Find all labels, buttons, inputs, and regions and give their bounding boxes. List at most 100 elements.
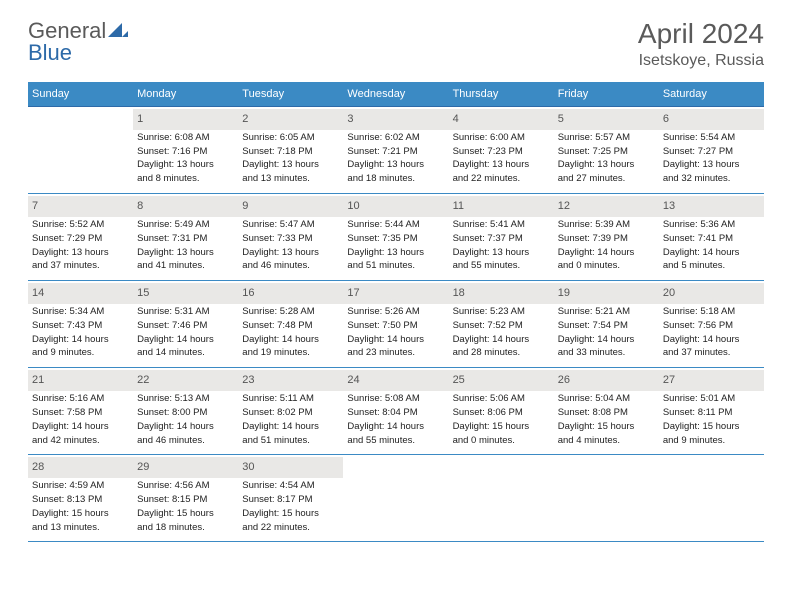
week-row: .....1Sunrise: 6:08 AMSunset: 7:16 PMDay… bbox=[28, 107, 764, 194]
day-detail-line: and 37 minutes. bbox=[663, 347, 760, 360]
day-detail-line: Sunrise: 6:08 AM bbox=[137, 132, 234, 145]
day-detail-line: and 8 minutes. bbox=[137, 173, 234, 186]
day-detail-line: Sunset: 7:37 PM bbox=[453, 233, 550, 246]
day-details: Sunrise: 4:59 AMSunset: 8:13 PMDaylight:… bbox=[32, 480, 129, 534]
day-number: 14 bbox=[28, 283, 133, 304]
day-cell: 9Sunrise: 5:47 AMSunset: 7:33 PMDaylight… bbox=[238, 194, 343, 281]
day-detail-line: Sunset: 8:06 PM bbox=[453, 407, 550, 420]
day-detail-line: Sunset: 7:43 PM bbox=[32, 320, 129, 333]
dow-3: Wednesday bbox=[343, 82, 448, 107]
day-detail-line: Daylight: 14 hours bbox=[32, 334, 129, 347]
calendar-table: Sunday Monday Tuesday Wednesday Thursday… bbox=[28, 82, 764, 542]
day-detail-line: Daylight: 15 hours bbox=[32, 508, 129, 521]
day-cell: 5Sunrise: 5:57 AMSunset: 7:25 PMDaylight… bbox=[554, 107, 659, 194]
day-detail-line: Sunset: 7:29 PM bbox=[32, 233, 129, 246]
day-cell: 22Sunrise: 5:13 AMSunset: 8:00 PMDayligh… bbox=[133, 368, 238, 455]
day-detail-line: Sunset: 7:46 PM bbox=[137, 320, 234, 333]
day-detail-line: Daylight: 13 hours bbox=[32, 247, 129, 260]
day-detail-line: Sunrise: 5:16 AM bbox=[32, 393, 129, 406]
day-number: 10 bbox=[343, 196, 448, 217]
day-detail-line: Sunset: 8:13 PM bbox=[32, 494, 129, 507]
day-detail-line: Sunset: 7:50 PM bbox=[347, 320, 444, 333]
day-detail-line: Sunrise: 5:13 AM bbox=[137, 393, 234, 406]
day-detail-line: Sunrise: 5:01 AM bbox=[663, 393, 760, 406]
day-cell: 21Sunrise: 5:16 AMSunset: 7:58 PMDayligh… bbox=[28, 368, 133, 455]
day-detail-line: Daylight: 14 hours bbox=[137, 421, 234, 434]
day-detail-line: Sunrise: 5:08 AM bbox=[347, 393, 444, 406]
day-number: 2 bbox=[238, 109, 343, 130]
dow-1: Monday bbox=[133, 82, 238, 107]
day-cell: 17Sunrise: 5:26 AMSunset: 7:50 PMDayligh… bbox=[343, 281, 448, 368]
dow-4: Thursday bbox=[449, 82, 554, 107]
day-detail-line: and 51 minutes. bbox=[242, 435, 339, 448]
day-detail-line: and 51 minutes. bbox=[347, 260, 444, 273]
day-cell: 4Sunrise: 6:00 AMSunset: 7:23 PMDaylight… bbox=[449, 107, 554, 194]
day-detail-line: and 5 minutes. bbox=[663, 260, 760, 273]
day-details: Sunrise: 5:54 AMSunset: 7:27 PMDaylight:… bbox=[663, 132, 760, 186]
day-number: 24 bbox=[343, 370, 448, 391]
day-detail-line: Sunrise: 5:54 AM bbox=[663, 132, 760, 145]
day-cell: 12Sunrise: 5:39 AMSunset: 7:39 PMDayligh… bbox=[554, 194, 659, 281]
day-details: Sunrise: 5:36 AMSunset: 7:41 PMDaylight:… bbox=[663, 219, 760, 273]
day-number: 25 bbox=[449, 370, 554, 391]
day-detail-line: Daylight: 13 hours bbox=[558, 159, 655, 172]
day-number: 26 bbox=[554, 370, 659, 391]
day-detail-line: Sunrise: 6:02 AM bbox=[347, 132, 444, 145]
day-details: Sunrise: 4:54 AMSunset: 8:17 PMDaylight:… bbox=[242, 480, 339, 534]
day-detail-line: Sunset: 8:11 PM bbox=[663, 407, 760, 420]
day-detail-line: Sunrise: 4:56 AM bbox=[137, 480, 234, 493]
day-detail-line: Daylight: 14 hours bbox=[558, 247, 655, 260]
day-number: 5 bbox=[554, 109, 659, 130]
day-cell: 18Sunrise: 5:23 AMSunset: 7:52 PMDayligh… bbox=[449, 281, 554, 368]
day-detail-line: Sunset: 7:18 PM bbox=[242, 146, 339, 159]
day-cell: 23Sunrise: 5:11 AMSunset: 8:02 PMDayligh… bbox=[238, 368, 343, 455]
day-detail-line: Daylight: 14 hours bbox=[453, 334, 550, 347]
day-detail-line: Sunset: 7:35 PM bbox=[347, 233, 444, 246]
day-details: Sunrise: 5:34 AMSunset: 7:43 PMDaylight:… bbox=[32, 306, 129, 360]
day-number: 11 bbox=[449, 196, 554, 217]
day-number: 3 bbox=[343, 109, 448, 130]
day-number: 30 bbox=[238, 457, 343, 478]
day-details: Sunrise: 5:11 AMSunset: 8:02 PMDaylight:… bbox=[242, 393, 339, 447]
day-detail-line: and 4 minutes. bbox=[558, 435, 655, 448]
day-details: Sunrise: 5:06 AMSunset: 8:06 PMDaylight:… bbox=[453, 393, 550, 447]
day-detail-line: and 14 minutes. bbox=[137, 347, 234, 360]
day-details: Sunrise: 5:21 AMSunset: 7:54 PMDaylight:… bbox=[558, 306, 655, 360]
day-number: 9 bbox=[238, 196, 343, 217]
day-detail-line: Daylight: 15 hours bbox=[558, 421, 655, 434]
day-number: 13 bbox=[659, 196, 764, 217]
day-detail-line: and 46 minutes. bbox=[242, 260, 339, 273]
day-detail-line: and 23 minutes. bbox=[347, 347, 444, 360]
day-detail-line: and 13 minutes. bbox=[242, 173, 339, 186]
location: Isetskoye, Russia bbox=[638, 52, 764, 70]
day-detail-line: Sunrise: 4:54 AM bbox=[242, 480, 339, 493]
day-detail-line: Daylight: 13 hours bbox=[137, 159, 234, 172]
day-detail-line: and 13 minutes. bbox=[32, 522, 129, 535]
day-detail-line: and 18 minutes. bbox=[347, 173, 444, 186]
day-details: Sunrise: 5:41 AMSunset: 7:37 PMDaylight:… bbox=[453, 219, 550, 273]
dow-5: Friday bbox=[554, 82, 659, 107]
header: General April 2024 Isetskoye, Russia bbox=[28, 18, 764, 70]
day-number: 20 bbox=[659, 283, 764, 304]
day-detail-line: Sunrise: 5:26 AM bbox=[347, 306, 444, 319]
week-row: 7Sunrise: 5:52 AMSunset: 7:29 PMDaylight… bbox=[28, 194, 764, 281]
day-detail-line: Sunrise: 5:11 AM bbox=[242, 393, 339, 406]
day-cell: ..... bbox=[659, 455, 764, 542]
day-cell: 10Sunrise: 5:44 AMSunset: 7:35 PMDayligh… bbox=[343, 194, 448, 281]
day-number: 8 bbox=[133, 196, 238, 217]
day-detail-line: Daylight: 13 hours bbox=[137, 247, 234, 260]
day-detail-line: Sunrise: 5:57 AM bbox=[558, 132, 655, 145]
day-detail-line: and 46 minutes. bbox=[137, 435, 234, 448]
day-cell: 16Sunrise: 5:28 AMSunset: 7:48 PMDayligh… bbox=[238, 281, 343, 368]
day-detail-line: Sunset: 7:48 PM bbox=[242, 320, 339, 333]
day-detail-line: Sunset: 7:54 PM bbox=[558, 320, 655, 333]
day-cell: 13Sunrise: 5:36 AMSunset: 7:41 PMDayligh… bbox=[659, 194, 764, 281]
day-detail-line: Daylight: 13 hours bbox=[347, 247, 444, 260]
day-number: 23 bbox=[238, 370, 343, 391]
day-number: 15 bbox=[133, 283, 238, 304]
day-detail-line: and 18 minutes. bbox=[137, 522, 234, 535]
day-details: Sunrise: 6:00 AMSunset: 7:23 PMDaylight:… bbox=[453, 132, 550, 186]
logo-text-2: Blue bbox=[28, 40, 72, 65]
day-detail-line: and 41 minutes. bbox=[137, 260, 234, 273]
day-detail-line: Daylight: 14 hours bbox=[32, 421, 129, 434]
